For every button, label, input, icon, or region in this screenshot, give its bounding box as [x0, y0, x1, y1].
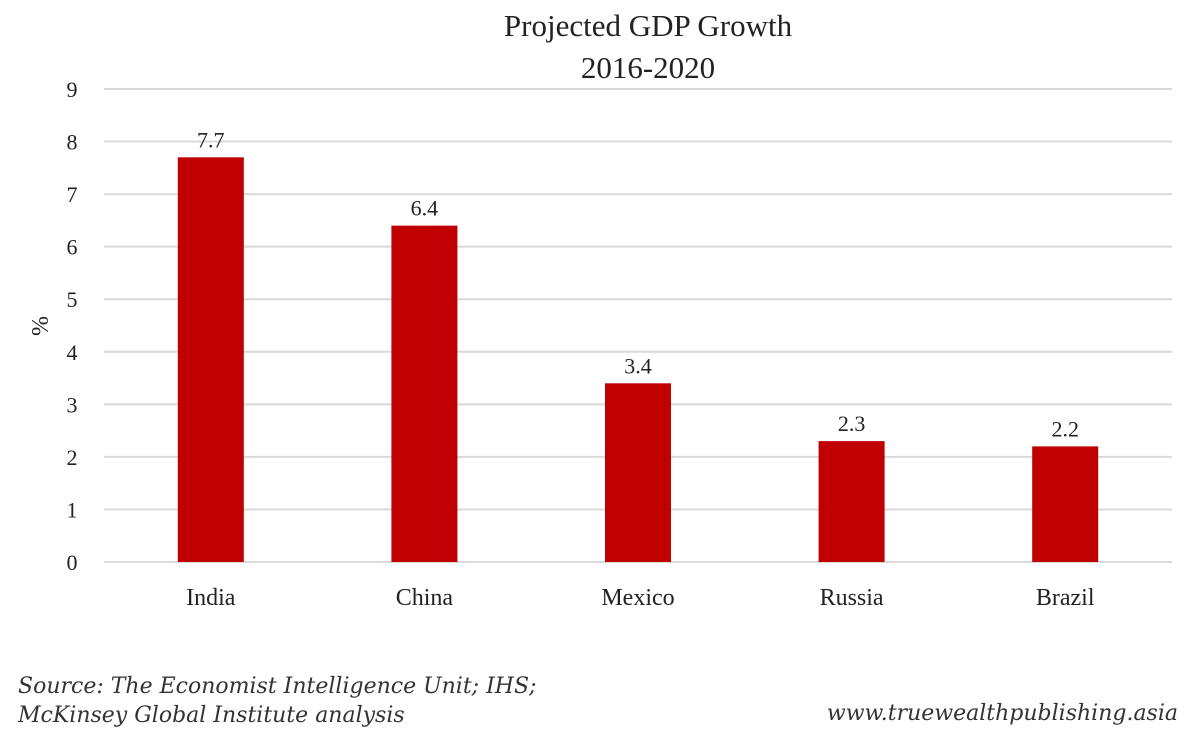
x-tick-label: China: [396, 585, 454, 611]
y-tick-label: 7: [67, 182, 78, 207]
data-label: 3.4: [624, 353, 652, 378]
bar-india: [177, 157, 244, 563]
chart-subtitle: 2016-2020: [580, 50, 716, 85]
y-axis-ticks: 0 1 2 3 4 5 6 7 8 9: [67, 77, 78, 575]
y-tick-label: 5: [67, 287, 78, 312]
x-axis-labels: India China Mexico Russia Brazil: [186, 585, 1095, 611]
bars: [177, 157, 1099, 563]
y-tick-label: 6: [67, 235, 78, 260]
x-tick-label: India: [186, 585, 236, 611]
y-tick-label: 2: [67, 445, 78, 470]
y-tick-label: 8: [67, 130, 78, 155]
x-tick-label: Mexico: [601, 585, 674, 611]
x-tick-label: Russia: [820, 585, 884, 611]
source-line-1: Source: The Economist Intelligence Unit;…: [18, 674, 537, 699]
y-tick-label: 9: [67, 77, 78, 102]
chart-title: Projected GDP Growth: [503, 8, 793, 43]
y-axis-label: %: [28, 316, 54, 336]
y-tick-label: 3: [67, 392, 78, 417]
data-labels: 7.7 6.4 3.4 2.3 2.2: [197, 127, 1079, 441]
source-line-2: McKinsey Global Institute analysis: [18, 703, 405, 728]
x-tick-label: Brazil: [1036, 585, 1095, 611]
source-note: Source: The Economist Intelligence Unit;…: [18, 672, 536, 730]
bar-china: [391, 225, 458, 562]
data-label: 7.7: [197, 127, 225, 152]
bar-mexico: [605, 383, 671, 562]
bar-russia: [818, 441, 885, 562]
data-label: 2.2: [1051, 416, 1079, 441]
bar-brazil: [1032, 446, 1099, 562]
data-label: 6.4: [411, 196, 439, 221]
y-tick-label: 1: [67, 497, 78, 522]
y-tick-label: 4: [67, 340, 78, 365]
website-credit: www.truewealthpublishing.asia: [826, 701, 1178, 726]
data-label: 2.3: [838, 411, 866, 436]
y-tick-label: 0: [67, 550, 78, 575]
